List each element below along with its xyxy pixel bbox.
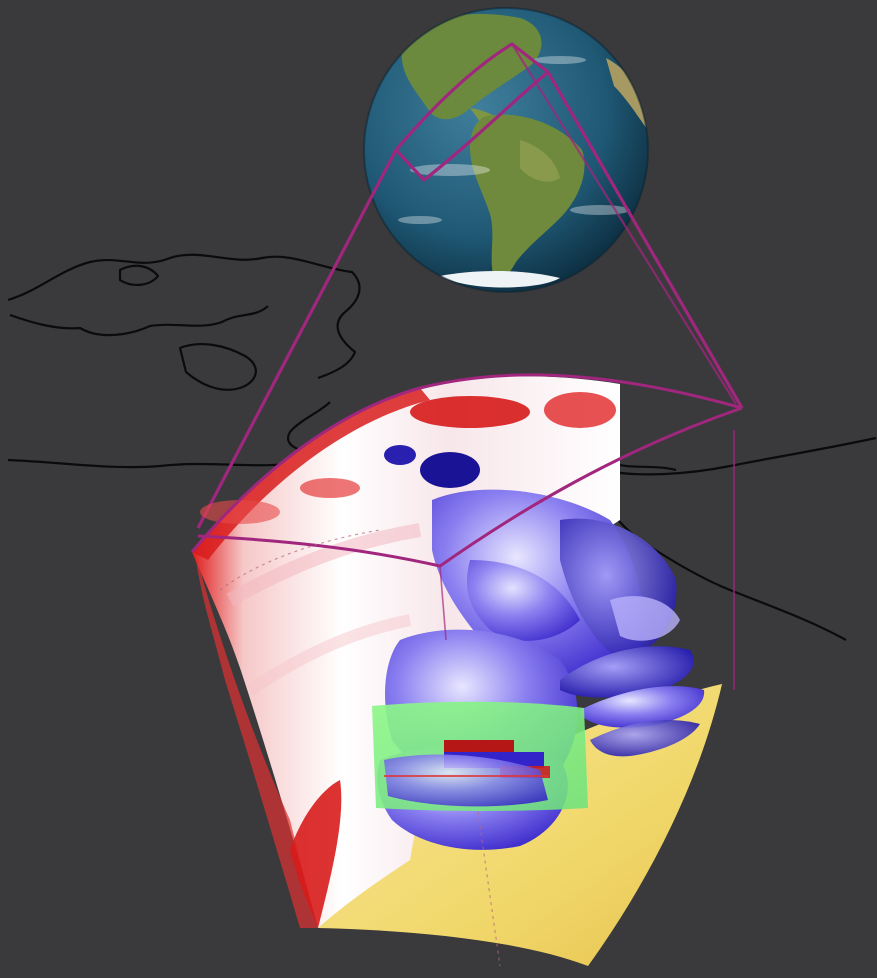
earth-globe — [363, 7, 649, 293]
south-america-landmass — [470, 114, 585, 281]
north-america-landmass — [401, 14, 542, 120]
depth-guide-lines — [219, 529, 501, 967]
region-frame — [196, 42, 744, 529]
projection-line-right — [546, 71, 744, 409]
projection-line-left — [196, 149, 398, 529]
antarctica-landmass — [440, 271, 560, 288]
vertical-slice-plane — [372, 701, 588, 811]
volume-outline — [190, 373, 743, 641]
africa-landmass — [606, 58, 648, 130]
